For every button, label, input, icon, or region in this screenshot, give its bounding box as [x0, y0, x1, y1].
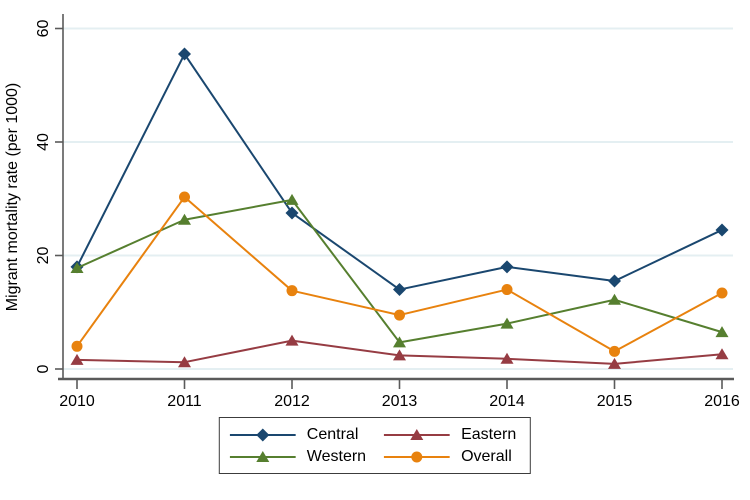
marker-western — [500, 317, 514, 329]
series-line-central — [76, 53, 723, 291]
x-tick-label: 2011 — [167, 393, 202, 410]
series-overall — [71, 191, 728, 357]
marker-western — [285, 193, 299, 205]
marker-central — [608, 274, 621, 288]
x-tick-label: 2010 — [59, 393, 95, 410]
line-chart-plot: 0 20 40 60 2010 2011 2012 2013 2014 2015 2016 Migra… — [4, 14, 740, 410]
series-central — [70, 47, 729, 297]
marker-eastern — [608, 357, 621, 369]
marker-overall — [609, 345, 620, 357]
marker-central — [715, 223, 729, 237]
marker-overall — [71, 340, 83, 352]
legend-item-eastern: Eastern — [384, 425, 516, 444]
x-tick-label: 2013 — [382, 393, 418, 410]
marker-central — [393, 283, 406, 297]
marker-overall — [716, 287, 728, 299]
y-tick-label: 60 — [35, 20, 52, 38]
marker-western — [608, 293, 621, 305]
y-tick-label: 0 — [35, 364, 52, 373]
series-line-western — [76, 198, 723, 344]
legend-label-overall: Overall — [461, 448, 512, 465]
marker-central — [500, 260, 514, 274]
marker-western — [715, 326, 729, 338]
legend-marker — [256, 450, 270, 462]
marker-central — [178, 47, 191, 61]
legend-label-eastern: Eastern — [461, 426, 517, 443]
eastern-line-marker-icon — [384, 428, 451, 440]
western-line-marker-icon — [229, 450, 296, 462]
marker-overall — [394, 309, 405, 321]
marker-eastern — [393, 349, 406, 361]
legend-label-western: Western — [306, 448, 367, 465]
marker-overall — [501, 284, 513, 296]
marker-eastern — [178, 356, 191, 368]
legend-label-central: Central — [306, 426, 359, 443]
series-eastern — [70, 334, 729, 369]
x-tick-label: 2012 — [274, 393, 310, 410]
legend-item-central: Central — [229, 425, 366, 444]
legend-marker — [256, 428, 270, 441]
marker-eastern — [500, 352, 514, 364]
marker-eastern — [70, 353, 84, 365]
x-tick-label: 2014 — [489, 393, 525, 410]
marker-overall — [286, 285, 298, 297]
x-tick-label: 2015 — [597, 393, 633, 410]
marker-central — [285, 206, 299, 220]
x-tick-label: 2016 — [704, 393, 740, 410]
marker-eastern — [285, 334, 299, 346]
y-axis-title: Migrant mortality rate (per 1000) — [4, 83, 21, 312]
legend-item-western: Western — [229, 447, 367, 466]
marker-eastern — [715, 348, 729, 360]
marker-western — [70, 261, 84, 273]
marker-western — [393, 336, 406, 348]
y-tick-label: 40 — [35, 133, 52, 151]
series-western — [70, 193, 729, 348]
marker-western — [178, 213, 191, 225]
series-line-overall — [76, 196, 723, 353]
y-tick-label: 20 — [35, 247, 52, 265]
central-line-marker-icon — [229, 428, 296, 441]
overall-line-marker-icon — [384, 451, 451, 462]
legend-marker — [411, 451, 423, 462]
marker-overall — [179, 191, 190, 203]
chart-legend: Central Eastern Western Overall — [218, 417, 532, 474]
legend-marker — [410, 428, 424, 440]
legend-item-overall: Overall — [384, 447, 516, 466]
